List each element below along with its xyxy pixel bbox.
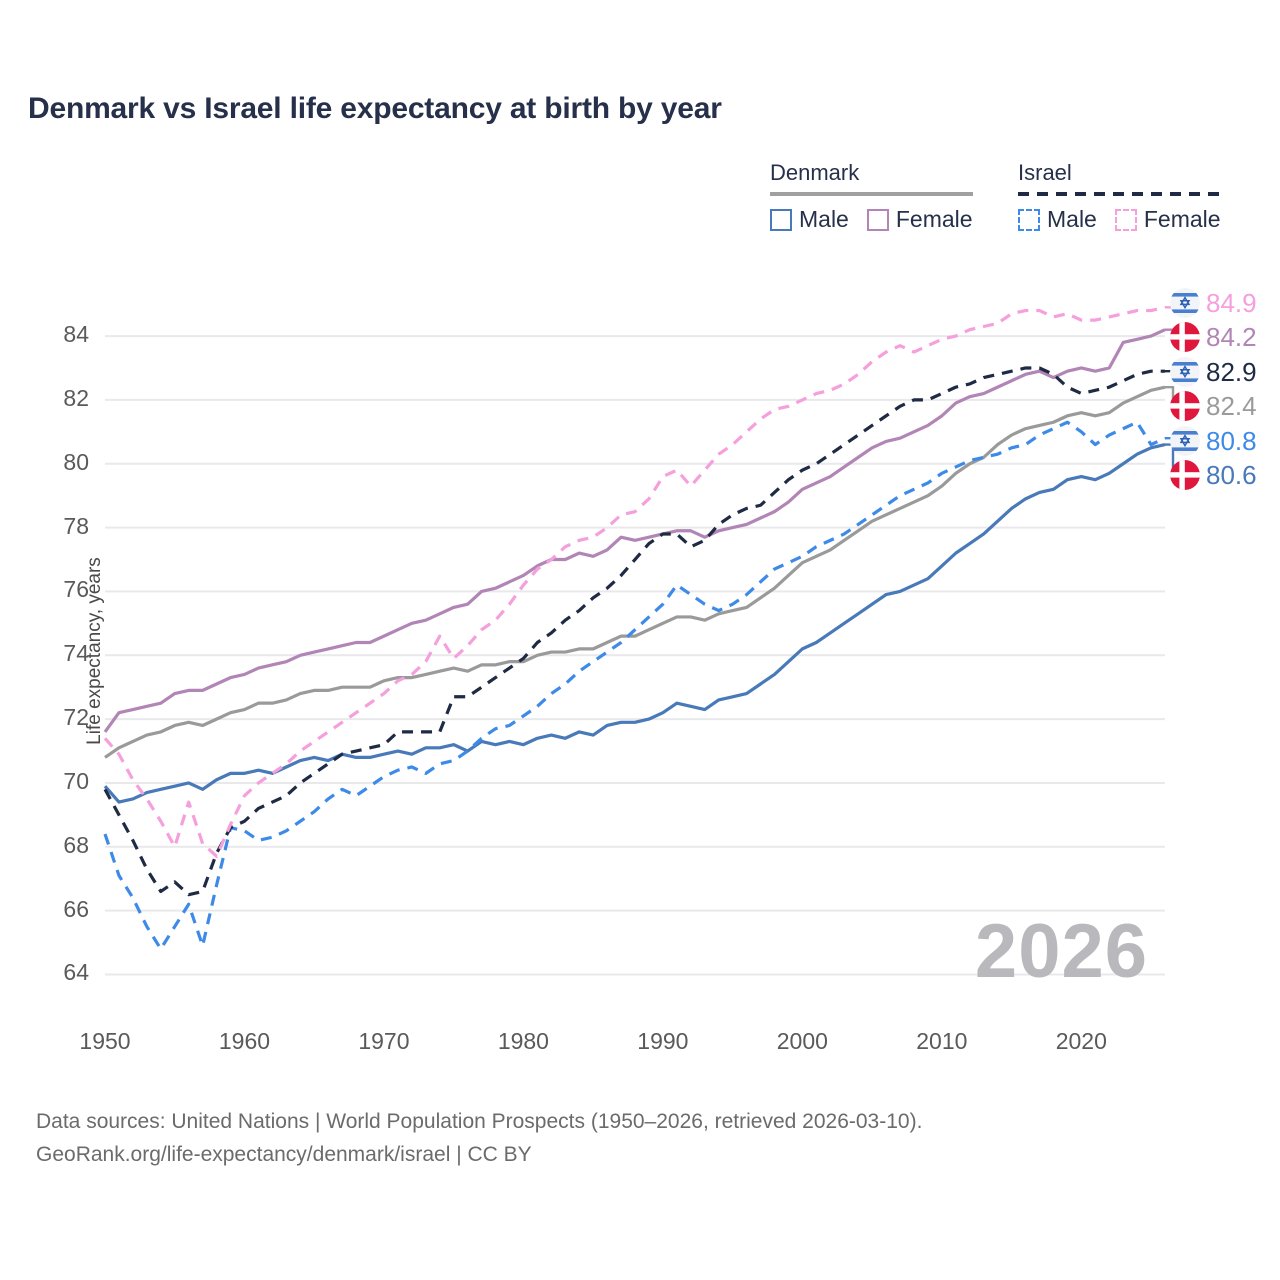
legend-label-denmark-female: Female: [895, 206, 973, 232]
series-line-denmark-male: [103, 443, 1166, 804]
israel-flag-icon: [1170, 288, 1200, 318]
y-tick-72: 72: [63, 704, 89, 731]
y-tick-76: 76: [63, 576, 89, 603]
footer-sources: Data sources: United Nations | World Pop…: [36, 1110, 923, 1133]
chart-legend: Denmark Male Female Israel Male: [760, 160, 1260, 240]
legend-label-israel-male: Male: [1047, 206, 1097, 232]
end-label-israel-male: 80.8: [1170, 424, 1257, 458]
x-tick-2000: 2000: [776, 1028, 828, 1054]
end-label-denmark-male: 80.6: [1170, 458, 1257, 492]
y-tick-74: 74: [63, 640, 89, 667]
legend-country-israel: Israel: [1018, 160, 1072, 185]
end-label-value: 84.9: [1206, 287, 1257, 318]
y-tick-70: 70: [63, 767, 89, 794]
end-label-israel-female: 84.9: [1170, 286, 1257, 320]
legend-label-denmark-male: Male: [799, 206, 849, 232]
series-line-israel-both: [103, 366, 1165, 897]
legend-item-denmark-male[interactable]: Male: [770, 206, 849, 233]
end-label-denmark-female: 84.2: [1170, 320, 1257, 354]
y-tick-68: 68: [63, 831, 89, 858]
legend-group-israel: Israel Male Female: [1018, 160, 1221, 233]
series-line-israel-female: [103, 305, 1166, 858]
series-line-denmark-female: [103, 328, 1166, 733]
israel-flag-icon: [1170, 426, 1200, 456]
legend-swatch-israel-female: [1114, 208, 1137, 231]
y-tick-82: 82: [63, 384, 89, 411]
end-label-denmark-both: 82.4: [1170, 389, 1257, 423]
x-tick-2020: 2020: [1055, 1028, 1107, 1054]
legend-swatch-denmark-female: [866, 208, 889, 231]
end-label-value: 84.2: [1206, 321, 1257, 352]
x-tick-1950: 1950: [79, 1028, 131, 1054]
legend-group-denmark: Denmark Male Female: [770, 160, 973, 233]
legend-item-israel-male[interactable]: Male: [1018, 206, 1097, 233]
israel-flag-icon: [1170, 357, 1200, 387]
denmark-flag-icon: [1170, 460, 1200, 490]
page-title: Denmark vs Israel life expectancy at bir…: [28, 92, 722, 125]
denmark-flag-icon: [1170, 391, 1200, 421]
end-label-value: 80.8: [1206, 425, 1257, 456]
legend-swatch-israel-male: [1018, 208, 1040, 231]
chart-footer: Data sources: United Nations | World Pop…: [36, 1106, 922, 1171]
legend-swatch-denmark-male: [770, 208, 792, 231]
y-tick-78: 78: [63, 512, 89, 539]
y-tick-66: 66: [63, 895, 89, 922]
legend-label-israel-female: Female: [1143, 206, 1221, 232]
end-label-israel-both: 82.9: [1170, 355, 1257, 389]
end-label-value: 82.9: [1206, 356, 1257, 387]
year-watermark: 2026: [974, 909, 1148, 994]
footer-attribution: GeoRank.org/life-expectancy/denmark/isra…: [36, 1142, 532, 1166]
x-tick-1980: 1980: [497, 1028, 549, 1054]
end-label-value: 82.4: [1206, 390, 1257, 421]
x-tick-1970: 1970: [358, 1028, 410, 1054]
y-tick-80: 80: [63, 448, 89, 475]
legend-rule-denmark: [770, 192, 973, 196]
x-tick-1960: 1960: [218, 1028, 271, 1054]
y-tick-64: 64: [63, 959, 89, 986]
legend-country-denmark: Denmark: [770, 160, 860, 185]
legend-item-denmark-female[interactable]: Female: [866, 206, 973, 233]
x-tick-2010: 2010: [916, 1028, 968, 1054]
end-label-value: 80.6: [1206, 459, 1257, 490]
series-line-denmark-both: [104, 385, 1166, 759]
denmark-flag-icon: [1170, 322, 1200, 352]
x-tick-1990: 1990: [637, 1028, 689, 1054]
legend-rule-israel: [1018, 192, 1221, 196]
series-line-israel-male: [103, 420, 1166, 951]
y-tick-84: 84: [63, 321, 89, 348]
legend-item-israel-female[interactable]: Female: [1114, 206, 1221, 233]
